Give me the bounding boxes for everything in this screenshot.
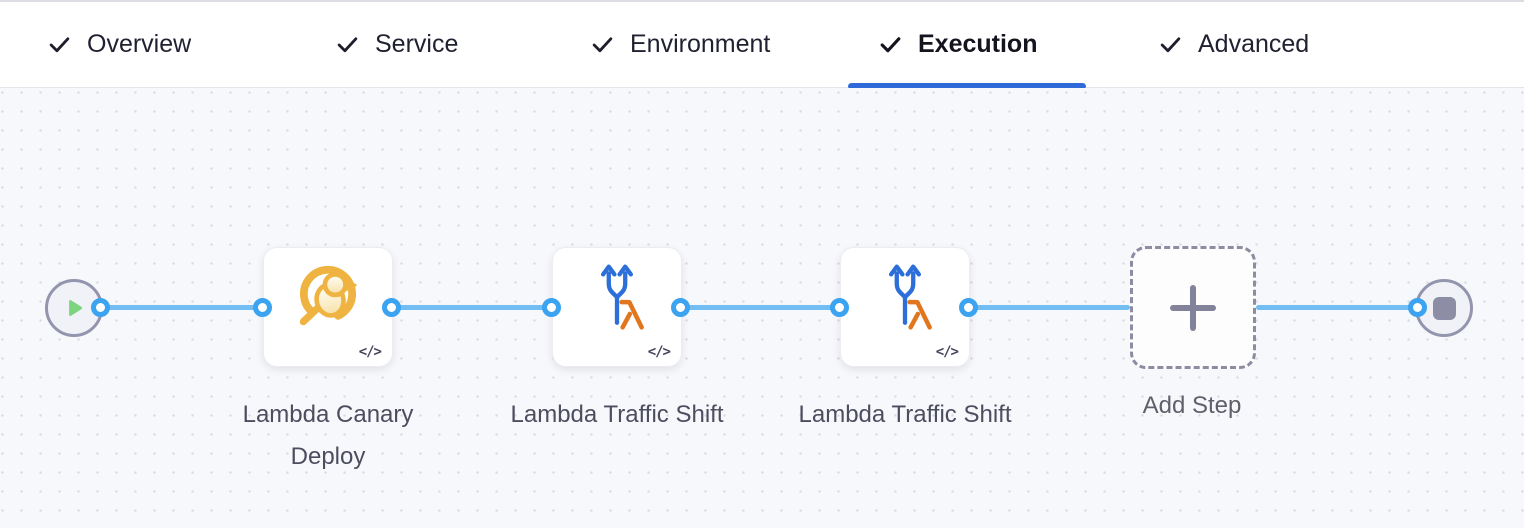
play-icon	[69, 299, 83, 317]
step-label: Lambda Canary Deploy	[242, 401, 414, 470]
pipeline-end-node	[1415, 279, 1473, 337]
tab-label: Execution	[918, 30, 1038, 58]
check-icon	[337, 37, 358, 53]
stage-config-tabbar: Overview Service Environment Execution A…	[0, 2, 1524, 88]
add-step-button[interactable]	[1130, 246, 1256, 369]
step-label: Lambda Traffic Shift	[798, 401, 1012, 428]
step-node-lambda-traffic-shift-2[interactable]: </>	[840, 247, 970, 367]
connector-port[interactable]	[542, 298, 561, 317]
code-template-icon: </>	[358, 344, 382, 360]
tab-advanced[interactable]: Advanced	[1158, 2, 1309, 87]
edge-connector	[101, 305, 263, 310]
lambda-traffic-shift-icon	[553, 260, 681, 334]
check-icon	[49, 37, 70, 53]
edge-connector	[392, 305, 552, 310]
step-node-lambda-canary-deploy[interactable]: </>	[263, 247, 393, 367]
connector-port[interactable]	[959, 298, 978, 317]
edge-connector	[969, 305, 1130, 310]
plus-icon	[1170, 284, 1216, 331]
connector-port[interactable]	[830, 298, 849, 317]
active-tab-underline	[848, 83, 1086, 88]
connector-port[interactable]	[1408, 298, 1427, 317]
code-template-icon: </>	[935, 344, 959, 360]
code-template-icon: </>	[647, 344, 671, 360]
step-node-lambda-traffic-shift-1[interactable]: </>	[552, 247, 682, 367]
edge-connector	[1256, 305, 1418, 310]
add-step-label: Add Step	[1142, 392, 1242, 419]
tab-label: Service	[375, 30, 459, 58]
check-icon	[1160, 37, 1181, 53]
edge-connector	[681, 305, 840, 310]
connector-port[interactable]	[253, 298, 272, 317]
connector-port[interactable]	[382, 298, 401, 317]
lambda-traffic-shift-icon	[841, 260, 969, 334]
connector-port[interactable]	[91, 298, 110, 317]
tab-environment[interactable]: Environment	[590, 2, 770, 87]
pipeline-start-node	[45, 279, 103, 337]
tab-execution[interactable]: Execution	[878, 2, 1037, 87]
tab-label: Environment	[630, 30, 771, 58]
stop-icon	[1432, 296, 1456, 320]
check-icon	[880, 37, 901, 53]
canary-deploy-icon	[264, 260, 392, 334]
connector-port[interactable]	[671, 298, 690, 317]
pipeline-canvas[interactable]: </> </>	[0, 88, 1524, 528]
tab-label: Overview	[87, 30, 192, 58]
step-label: Lambda Traffic Shift	[510, 401, 724, 428]
tab-overview[interactable]: Overview	[47, 2, 191, 87]
check-icon	[592, 37, 613, 53]
tab-label: Advanced	[1198, 30, 1310, 58]
tab-service[interactable]: Service	[335, 2, 458, 87]
